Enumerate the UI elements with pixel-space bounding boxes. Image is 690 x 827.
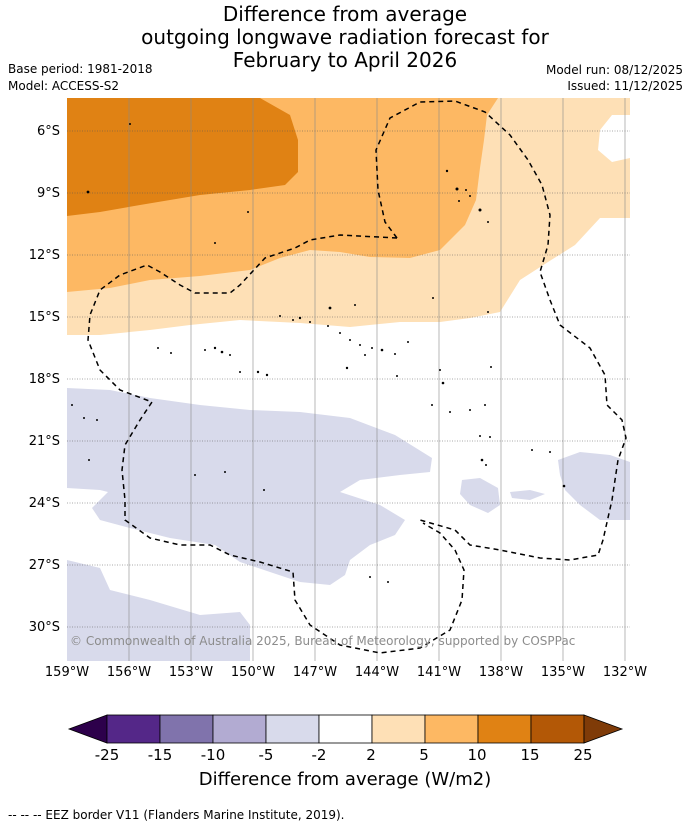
lat-label-15s: 15°S xyxy=(28,310,60,325)
colorbar-swatch-p5_10 xyxy=(424,714,479,744)
region-minus5-to-minus2-south xyxy=(67,560,250,661)
title-line-1: Difference from average xyxy=(222,2,468,26)
title-line-2: outgoing longwave radiation forecast for xyxy=(141,25,549,49)
lon-label-132w: 132°W xyxy=(602,665,648,680)
region-minus5-to-minus2-mid xyxy=(460,478,500,513)
lat-label-6s: 6°S xyxy=(36,124,60,139)
base-period: Base period: 1981-2018 xyxy=(8,62,153,76)
copyright-notice: © Commonwealth of Australia 2025, Bureau… xyxy=(70,634,576,648)
title-line-3: February to April 2026 xyxy=(232,48,458,72)
eez-border xyxy=(87,100,627,654)
lat-label-12s: 12°S xyxy=(28,248,60,263)
colorbar-tick: 10 xyxy=(467,746,487,764)
lon-label-138w: 138°W xyxy=(478,665,524,680)
model-run: Model run: 08/12/2025 xyxy=(545,63,683,77)
lon-label-141w: 141°W xyxy=(416,665,462,680)
eez-border-cook-islands xyxy=(87,234,465,654)
colorbar-tick: -25 xyxy=(94,746,120,764)
lon-label-159w: 159°W xyxy=(44,665,90,680)
lat-label-24s: 24°S xyxy=(28,496,60,511)
region-minus2-to-2-north xyxy=(598,98,630,162)
colorbar-tick: -5 xyxy=(258,746,274,764)
eez-border-french-polynesia xyxy=(375,100,627,561)
colorbar-swatch-m5_m2 xyxy=(265,714,320,744)
lon-label-135w: 135°W xyxy=(540,665,586,680)
colorbar-swatch-p2_5 xyxy=(371,714,426,744)
lon-gridlines xyxy=(128,98,626,661)
colorbar-label: Difference from average (W/m2) xyxy=(198,769,492,790)
lon-label-153w: 153°W xyxy=(168,665,214,680)
colorbar-swatch-p10_15 xyxy=(477,714,532,744)
lat-label-18s: 18°S xyxy=(28,372,60,387)
colorbar-tick: -10 xyxy=(200,746,226,764)
colorbar-tick: -2 xyxy=(311,746,327,764)
lon-label-144w: 144°W xyxy=(354,665,400,680)
lat-label-21s: 21°S xyxy=(28,434,60,449)
colorbar-swatch-m2_2 xyxy=(318,714,373,744)
colorbar-swatch-p15_25 xyxy=(530,714,585,744)
lat-label-30s: 30°S xyxy=(28,620,60,635)
lon-label-150w: 150°W xyxy=(230,665,276,680)
colorbar-extend-min xyxy=(67,714,108,744)
colorbar-swatch-m15_m10 xyxy=(159,714,214,744)
lat-label-9s: 9°S xyxy=(36,186,60,201)
colorbar-tick: 2 xyxy=(366,746,376,764)
islands xyxy=(71,123,566,583)
colorbar-extend-max xyxy=(583,714,624,744)
colorbar-tick: 15 xyxy=(520,746,540,764)
issued-date: Issued: 11/12/2025 xyxy=(567,79,683,93)
region-minus5-to-minus2 xyxy=(67,388,432,585)
region-minus5-to-minus2-small xyxy=(510,490,545,500)
colorbar-tick: -15 xyxy=(147,746,173,764)
lon-label-156w: 156°W xyxy=(106,665,152,680)
model-name: Model: ACCESS-S2 xyxy=(8,79,120,93)
colorbar-swatch-m10_m5 xyxy=(212,714,267,744)
colorbar-tick: 5 xyxy=(419,746,429,764)
lat-label-27s: 27°S xyxy=(28,558,60,573)
colorbar-tick: 25 xyxy=(573,746,593,764)
eez-legend: -- -- -- EEZ border V11 (Flanders Marine… xyxy=(8,808,345,822)
colorbar xyxy=(67,714,624,744)
colorbar-swatch-m25_m15 xyxy=(106,714,161,744)
region-10-to-15 xyxy=(67,98,298,216)
lon-label-147w: 147°W xyxy=(292,665,338,680)
